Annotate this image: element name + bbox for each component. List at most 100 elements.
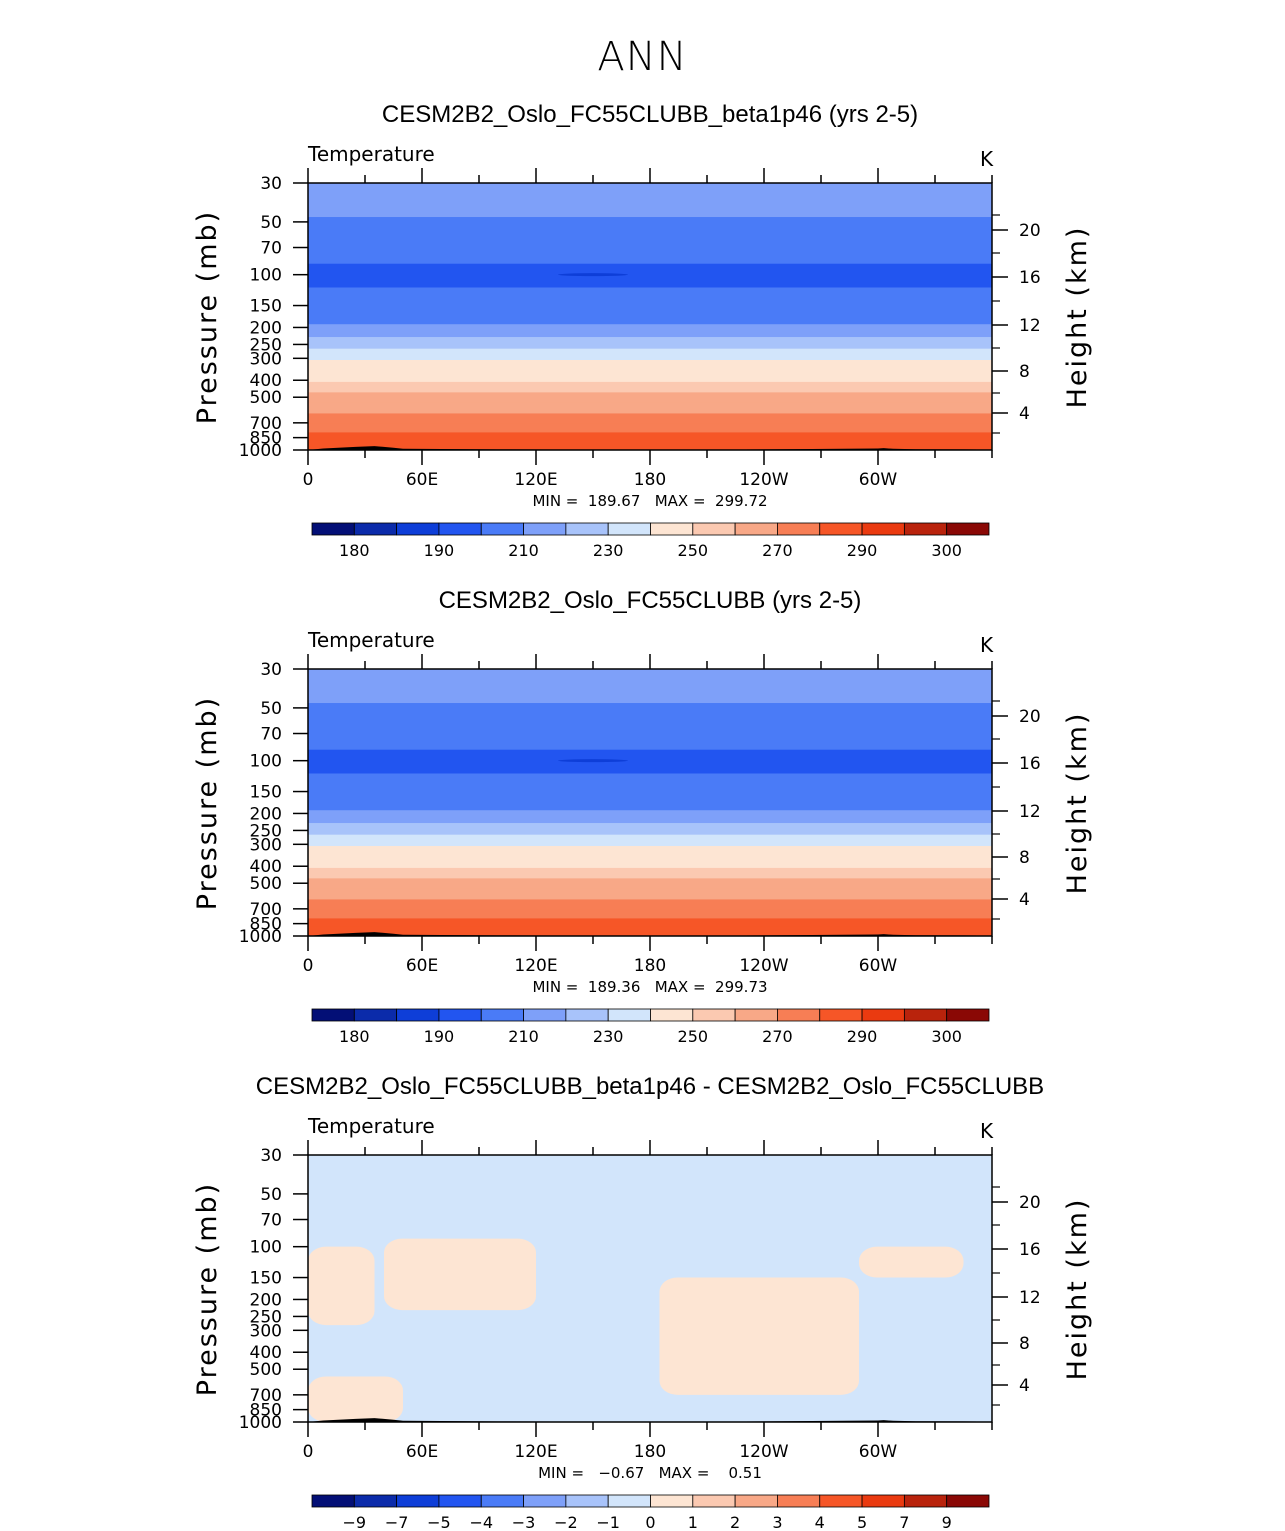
colorbar-label: 180 [339,1027,370,1046]
y-tick-label: 300 [250,349,282,369]
colorbar-swatch [311,1494,355,1508]
contour-band [308,773,992,796]
colorbar-label: 250 [678,1027,709,1046]
x-tick-label: 0 [303,470,314,490]
units-label: K [980,147,994,171]
y-tick-label: 1000 [239,441,282,461]
colorbar-label: 290 [847,541,878,560]
contour-band [308,926,992,934]
colorbar-label: −3 [512,1513,536,1531]
y-tick-label: 700 [250,414,282,434]
colorbar-label: 0 [645,1513,655,1531]
topography [308,932,992,936]
contour-band [308,669,992,681]
x-tick-label: 120W [739,1442,788,1462]
colorbar-label: −1 [596,1513,620,1531]
colorbar-swatch [353,522,398,536]
right-y-tick-label: 20 [1019,221,1041,241]
colorbar-swatch [480,1494,524,1508]
right-y-tick-label: 12 [1019,1288,1041,1308]
colorbar-swatch [734,1008,778,1022]
y-tick-label: 250 [250,821,282,841]
contour-band [308,446,992,450]
contour-band [308,918,992,927]
contour-region [859,1246,964,1278]
y-tick-label: 500 [250,874,282,894]
contour-band [308,413,992,424]
y-tick-label: 400 [250,371,282,391]
colorbar-swatch [903,522,948,536]
y-tick-label: 250 [250,335,282,355]
contour-band [308,749,992,774]
colorbar-swatch [692,1494,736,1508]
colorbar-label: 1 [688,1513,698,1531]
colorbar-swatch [819,522,863,536]
colorbar-swatch [438,522,482,536]
colorbar-label: 2 [730,1513,740,1531]
colorbar-swatch [777,522,821,536]
contour-band [308,193,992,218]
colorbar-swatch [692,522,736,536]
right-axis-title: Height (km) [1062,1198,1093,1381]
contour-band [308,703,992,728]
colorbar-label: 7 [899,1513,909,1531]
colorbar-swatch [861,1008,905,1022]
colorbar-swatch [650,1008,694,1022]
y-tick-label: 30 [260,174,282,194]
colorbar-label: 190 [424,541,455,560]
colorbar-label: −2 [554,1513,578,1531]
colorbar-swatch [946,1494,990,1508]
x-tick-label: 60E [406,470,438,490]
contour-band [308,381,992,393]
plot-area [308,183,992,450]
right-y-tick-label: 16 [1019,1240,1041,1260]
contour-band [308,888,992,900]
variable-label: Temperature [307,628,435,652]
y-tick-label: 100 [250,1238,282,1258]
variable-label: Temperature [307,142,435,166]
y-tick-label: 100 [250,266,282,286]
y-tick-label: 70 [260,725,282,745]
contour-region [659,1277,859,1395]
colorbar-swatch [777,1494,821,1508]
right-y-tick-label: 4 [1019,404,1030,424]
colorbar-swatch [692,1008,736,1022]
colorbar-swatch [353,1008,398,1022]
contour-band [308,823,992,836]
y-tick-label: 150 [250,297,282,317]
colorbar-swatch [353,1494,398,1508]
x-tick-label: 60E [406,1442,438,1462]
colorbar: −9 −7 −5 −4 −3 −2 −1 0 1 2 3 4 5 7 9 [311,1494,990,1531]
right-axis-title: Height (km) [1062,226,1093,409]
right-y-tick-label: 4 [1019,890,1030,910]
contour-band [308,392,992,404]
plot-area [308,669,992,936]
colorbar-swatch [311,522,355,536]
y-tick-label: 700 [250,1386,282,1406]
y-tick-label: 300 [250,835,282,855]
contour-band [308,423,992,433]
colorbar-label: 270 [762,541,793,560]
contour-band [308,287,992,310]
colorbar-swatch [946,1008,990,1022]
y-tick-label: 850 [250,1401,282,1421]
y-tick-label: 700 [250,900,282,920]
colorbar-label: −5 [427,1513,451,1531]
y-tick-label: 200 [250,1290,282,1310]
colorbar-label: 3 [772,1513,782,1531]
x-tick-label: 60E [406,956,438,976]
colorbar-swatch [438,1494,482,1508]
panel-1-title: CESM2B2_Oslo_FC55CLUBB_beta1p46 (yrs 2-5… [381,101,919,128]
y-tick-label: 200 [250,318,282,338]
contour-band [308,878,992,890]
colorbar-swatch [480,522,524,536]
x-tick-label: 0 [303,956,314,976]
colorbar-swatch [523,522,567,536]
colorbar-label: 210 [508,1027,539,1046]
colorbar-label: 9 [942,1513,952,1531]
y-tick-label: 150 [250,1269,282,1289]
colorbar-swatch [438,1008,482,1022]
y-tick-label: 400 [250,1343,282,1363]
y-tick-label: 500 [250,1360,282,1380]
colorbar-swatch [607,522,651,536]
